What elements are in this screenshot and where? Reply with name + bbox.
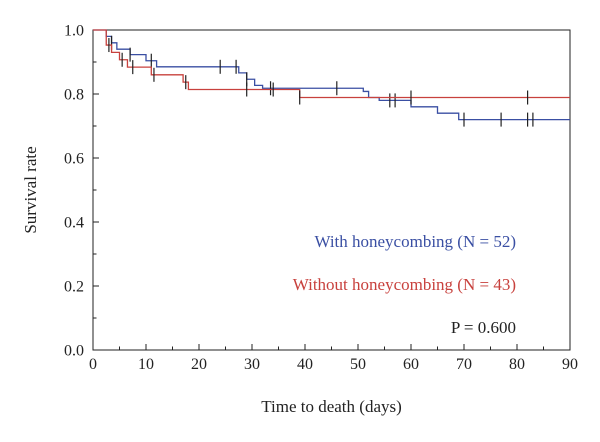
plot-frame [92,29,571,351]
x-tick-label: 90 [562,356,578,373]
x-tick-label: 70 [456,356,472,373]
x-tick-label: 40 [297,356,313,373]
x-tick-label: 80 [509,356,525,373]
y-tick-label: 0.4 [64,215,84,232]
y-axis-title: Survival rate [21,146,40,233]
x-tick-label: 60 [403,356,419,373]
x-tick-label: 10 [138,356,154,373]
legend-with-honeycombing: With honeycombing (N = 52) [314,232,516,251]
p-value-annotation: P = 0.600 [451,318,516,337]
y-tick-label: 0.6 [64,151,84,168]
x-tick-label: 50 [350,356,366,373]
series-layer [93,29,570,127]
legend-without-honeycombing: Without honeycombing (N = 43) [293,275,516,294]
x-tick-label: 0 [89,356,97,373]
y-tick-label: 1.0 [64,23,84,40]
y-tick-label: 0.2 [64,279,84,296]
axes: 0 10 20 30 40 50 60 70 80 90 0.0 0.2 0.4 0.6 0.8 1.0 [64,23,578,374]
x-tick-label: 30 [244,356,260,373]
y-tick-label: 0.0 [64,343,84,360]
y-tick-label: 0.8 [64,87,84,104]
x-axis-title: Time to death (days) [261,397,402,416]
x-tick-label: 20 [191,356,207,373]
survival-line-without-honeycombing [93,29,570,99]
